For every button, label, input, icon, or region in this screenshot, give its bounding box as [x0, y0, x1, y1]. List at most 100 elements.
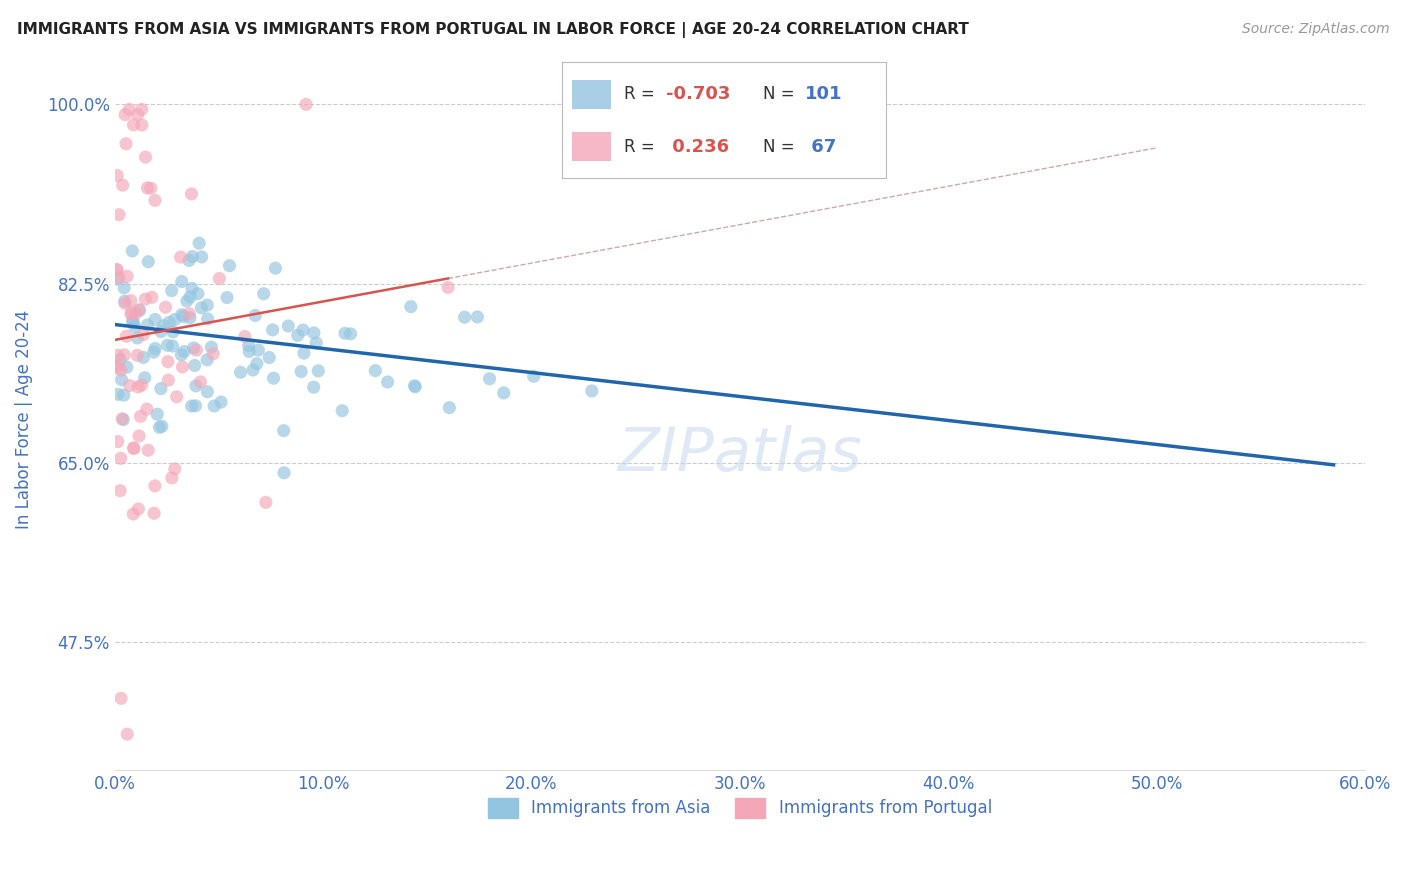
Point	[112, 348, 135, 362]
Text: R =: R =	[624, 86, 655, 103]
Point	[492, 385, 515, 400]
Point	[202, 347, 225, 361]
Point	[215, 291, 238, 305]
Point	[150, 419, 173, 434]
Point	[110, 451, 132, 466]
Point	[112, 388, 135, 402]
Text: IMMIGRANTS FROM ASIA VS IMMIGRANTS FROM PORTUGAL IN LABOR FORCE | AGE 20-24 CORR: IMMIGRANTS FROM ASIA VS IMMIGRANTS FROM …	[17, 22, 969, 38]
Point	[143, 194, 166, 208]
Point	[122, 441, 145, 455]
Point	[295, 97, 318, 112]
Point	[238, 344, 260, 359]
Text: R =: R =	[624, 137, 655, 155]
Point	[273, 466, 295, 480]
Point	[190, 250, 212, 264]
Point	[242, 363, 264, 377]
Point	[124, 307, 146, 321]
Point	[112, 281, 135, 295]
Point	[105, 272, 128, 286]
Point	[330, 403, 353, 417]
Point	[307, 364, 329, 378]
Point	[141, 290, 163, 304]
Point	[122, 442, 145, 456]
Point	[136, 254, 159, 268]
Point	[162, 325, 184, 339]
Point	[581, 384, 603, 398]
Point	[108, 352, 131, 367]
Point	[156, 338, 179, 352]
Point	[184, 379, 207, 393]
Point	[121, 244, 143, 258]
FancyBboxPatch shape	[572, 79, 610, 109]
Point	[404, 380, 426, 394]
Point	[134, 371, 156, 385]
Point	[105, 262, 128, 277]
Point	[339, 326, 361, 341]
Point	[163, 312, 186, 326]
Point	[122, 507, 145, 521]
Text: Source: ZipAtlas.com: Source: ZipAtlas.com	[1241, 22, 1389, 37]
Point	[467, 310, 489, 324]
Point	[127, 331, 149, 345]
Point	[131, 378, 153, 392]
Point	[142, 345, 165, 359]
Point	[107, 348, 129, 362]
Point	[399, 300, 422, 314]
Point	[453, 310, 475, 325]
Point	[107, 387, 129, 401]
Point	[128, 302, 150, 317]
Point	[118, 103, 141, 117]
Point	[262, 323, 284, 337]
Point	[112, 412, 135, 426]
Point	[118, 378, 141, 392]
Point	[238, 338, 260, 352]
Point	[170, 308, 193, 322]
Point	[127, 380, 149, 394]
Point	[114, 107, 136, 121]
Point	[134, 292, 156, 306]
Text: N =: N =	[763, 86, 794, 103]
Point	[208, 271, 231, 285]
Point	[195, 298, 218, 312]
Point	[143, 506, 166, 520]
Point	[122, 118, 145, 132]
Point	[136, 181, 159, 195]
Text: 0.236: 0.236	[666, 137, 728, 155]
Point	[162, 339, 184, 353]
Point	[254, 495, 277, 509]
Point	[143, 342, 166, 356]
Point	[127, 348, 149, 362]
Point	[155, 300, 177, 314]
Point	[176, 293, 198, 308]
Point	[163, 462, 186, 476]
Point	[111, 411, 134, 425]
Point	[179, 310, 201, 325]
Point	[179, 307, 201, 321]
Point	[149, 325, 172, 339]
Point	[160, 284, 183, 298]
Point	[273, 424, 295, 438]
Point	[120, 307, 142, 321]
Point	[364, 364, 387, 378]
Point	[135, 402, 157, 417]
Legend: Immigrants from Asia, Immigrants from Portugal: Immigrants from Asia, Immigrants from Po…	[481, 791, 998, 825]
Point	[181, 281, 204, 295]
Point	[264, 261, 287, 276]
Point	[114, 296, 136, 310]
Text: 101: 101	[804, 86, 842, 103]
Point	[195, 352, 218, 367]
Point	[105, 169, 128, 183]
Point	[139, 181, 162, 195]
Point	[105, 262, 128, 277]
Point	[129, 409, 152, 424]
Point	[143, 479, 166, 493]
Point	[257, 351, 280, 365]
Point	[127, 502, 149, 516]
Point	[121, 306, 143, 320]
Point	[478, 372, 501, 386]
Point	[290, 364, 312, 378]
Point	[183, 341, 205, 355]
Point	[292, 346, 315, 360]
Point	[132, 327, 155, 342]
Point	[218, 259, 240, 273]
